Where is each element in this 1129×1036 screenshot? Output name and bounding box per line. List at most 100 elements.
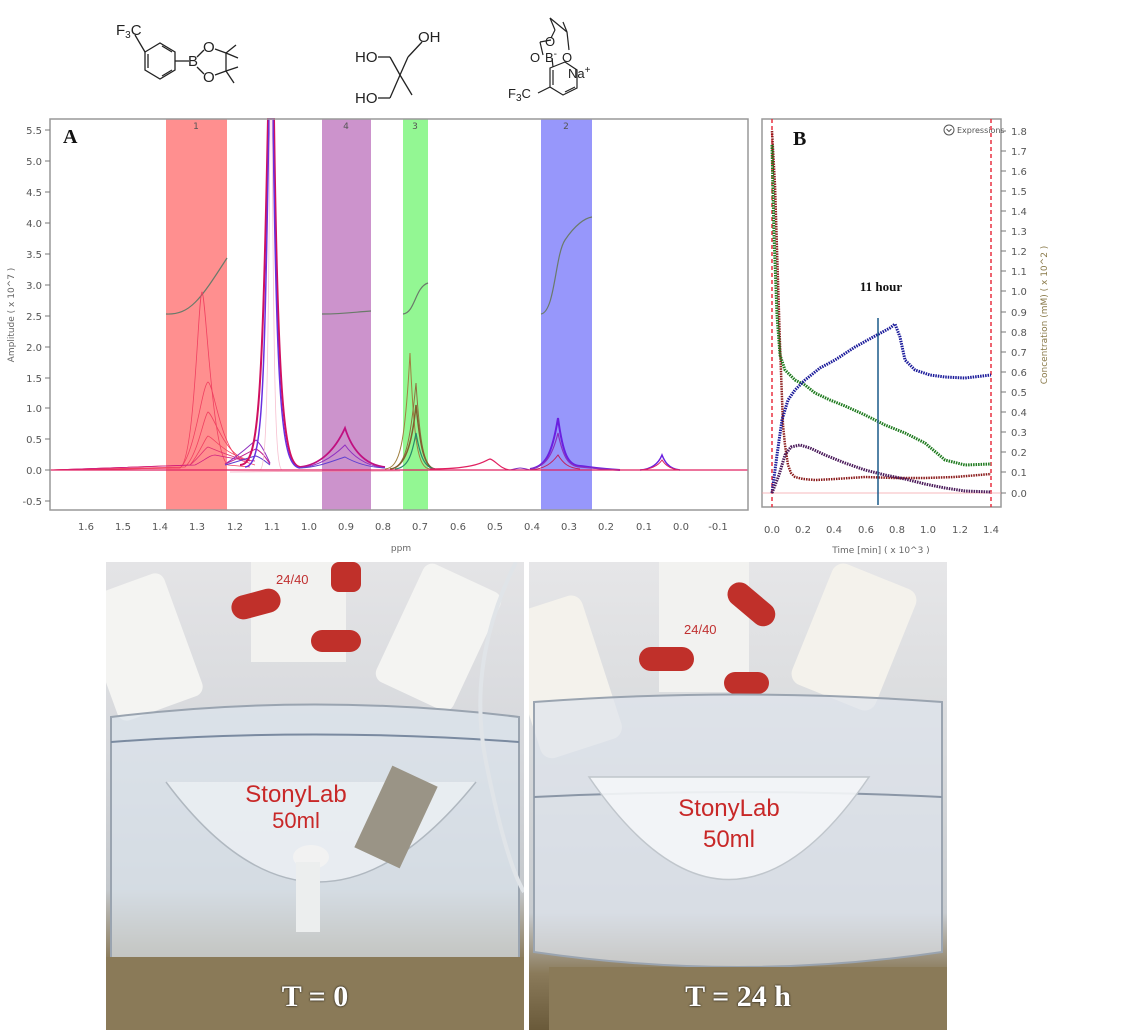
svg-text:0.4: 0.4 xyxy=(524,522,540,533)
svg-text:0.6: 0.6 xyxy=(1011,368,1027,379)
x-axis-title-b: Time [min] ( x 10^3 ) xyxy=(831,546,929,556)
svg-text:1.5: 1.5 xyxy=(1011,187,1027,198)
band-label-2: 2 xyxy=(563,122,569,132)
svg-text:0.9: 0.9 xyxy=(1011,308,1027,319)
svg-text:0.0: 0.0 xyxy=(764,525,780,536)
hydroxyl-label: HO xyxy=(355,90,378,107)
svg-text:0.0: 0.0 xyxy=(26,466,42,477)
svg-text:0.3: 0.3 xyxy=(561,522,577,533)
oxygen-label: O xyxy=(203,69,215,86)
svg-text:1.3: 1.3 xyxy=(1011,227,1027,238)
chevron-down-icon xyxy=(946,128,952,133)
oxygen-label: O xyxy=(530,50,540,65)
expressions-button[interactable]: Expressions xyxy=(943,124,1005,136)
panel-label-a: A xyxy=(63,126,78,148)
x-axis-b: 0.0 0.2 0.4 0.6 0.8 1.0 1.2 1.4 Time [mi… xyxy=(764,525,999,556)
svg-text:0.1: 0.1 xyxy=(1011,468,1027,479)
svg-text:0.4: 0.4 xyxy=(826,525,842,536)
svg-text:1.0: 1.0 xyxy=(26,404,42,415)
svg-text:0.8: 0.8 xyxy=(889,525,905,536)
svg-text:1.2: 1.2 xyxy=(952,525,968,536)
y-axis-title-b: Concentration (mM) ( x 10^2 ) xyxy=(1040,246,1050,385)
nmr-spectra xyxy=(49,118,748,473)
svg-text:0.2: 0.2 xyxy=(1011,448,1027,459)
svg-text:1.2: 1.2 xyxy=(227,522,243,533)
band-label-1: 1 xyxy=(193,122,199,132)
svg-text:1.6: 1.6 xyxy=(78,522,94,533)
flask-brand-label: StonyLab xyxy=(678,795,779,822)
svg-text:0.9: 0.9 xyxy=(338,522,354,533)
y-axis-title-a: Amplitude ( x 10^7 ) xyxy=(7,268,17,363)
svg-text:1.0: 1.0 xyxy=(1011,287,1027,298)
svg-text:0.2: 0.2 xyxy=(598,522,614,533)
flask-volume-label: 50ml xyxy=(703,826,755,853)
svg-text:3.0: 3.0 xyxy=(26,281,42,292)
structure-boronic-ester: F3C B O O xyxy=(100,5,260,110)
oxygen-label: O xyxy=(562,50,572,65)
svg-text:0.7: 0.7 xyxy=(1011,348,1027,359)
svg-text:0.0: 0.0 xyxy=(673,522,689,533)
chart-panel-a: 1 4 3 2 xyxy=(0,115,760,560)
svg-text:Expressions: Expressions xyxy=(957,126,1005,135)
svg-text:1.8: 1.8 xyxy=(1011,127,1027,138)
svg-text:0.4: 0.4 xyxy=(1011,408,1027,419)
svg-text:0.8: 0.8 xyxy=(1011,328,1027,339)
svg-text:0.6: 0.6 xyxy=(450,522,466,533)
structure-triolborate: O O B- O Na+ F3C xyxy=(505,10,615,115)
svg-text:1.0: 1.0 xyxy=(301,522,317,533)
svg-text:1.7: 1.7 xyxy=(1011,147,1027,158)
svg-text:0.5: 0.5 xyxy=(1011,388,1027,399)
svg-text:2.5: 2.5 xyxy=(26,312,42,323)
svg-text:3.5: 3.5 xyxy=(26,250,42,261)
hydroxyl-label: OH xyxy=(418,29,441,46)
svg-text:1.1: 1.1 xyxy=(1011,267,1027,278)
cf3-label: F3C xyxy=(508,86,531,104)
svg-text:5.0: 5.0 xyxy=(26,157,42,168)
svg-text:-0.1: -0.1 xyxy=(708,522,728,533)
concentration-series xyxy=(770,130,992,494)
svg-text:1.5: 1.5 xyxy=(26,374,42,385)
svg-text:0.8: 0.8 xyxy=(375,522,391,533)
band-label-3: 3 xyxy=(412,122,418,132)
structure-triol: HO OH HO xyxy=(350,20,470,115)
svg-text:1.4: 1.4 xyxy=(1011,207,1027,218)
cf3-label: F3C xyxy=(116,22,142,41)
photo-caption-t24h: T = 24 h xyxy=(685,980,791,1013)
integration-band-1 xyxy=(166,119,227,510)
oxygen-label: O xyxy=(545,34,555,49)
plot-frame-b xyxy=(761,118,1002,508)
svg-text:0.6: 0.6 xyxy=(858,525,874,536)
integration-band-2 xyxy=(541,119,592,510)
boron-label: B- xyxy=(545,49,557,65)
svg-text:0.5: 0.5 xyxy=(26,435,42,446)
svg-text:1.4: 1.4 xyxy=(152,522,168,533)
svg-text:1.4: 1.4 xyxy=(983,525,999,536)
svg-text:0.2: 0.2 xyxy=(795,525,811,536)
svg-text:5.5: 5.5 xyxy=(26,126,42,137)
svg-text:24/40: 24/40 xyxy=(684,622,717,637)
svg-text:0.7: 0.7 xyxy=(412,522,428,533)
svg-text:1.6: 1.6 xyxy=(1011,167,1027,178)
annotation-11-hour: 11 hour xyxy=(860,279,902,294)
sodium-label: Na+ xyxy=(568,65,591,81)
svg-text:0.5: 0.5 xyxy=(487,522,503,533)
hydroxyl-label: HO xyxy=(355,49,378,66)
svg-text:1.5: 1.5 xyxy=(115,522,131,533)
boron-label: B xyxy=(188,53,198,70)
panel-label-b: B xyxy=(793,128,806,150)
y-axis-b: 1.8 1.7 1.6 1.5 1.4 1.3 1.2 1.1 1.0 0.9 … xyxy=(1001,127,1050,500)
svg-text:1.2: 1.2 xyxy=(1011,247,1027,258)
svg-text:2.0: 2.0 xyxy=(26,343,42,354)
photo-t24h: 24/40 StonyLab 50ml T = 24 h xyxy=(529,562,947,1030)
chart-panel-b: B Expressions 11 hour xyxy=(755,115,1055,560)
svg-text:0.3: 0.3 xyxy=(1011,428,1027,439)
photo-t0: 24/40 StonyLab 50ml T = 0 xyxy=(106,562,524,1030)
svg-text:4.0: 4.0 xyxy=(26,219,42,230)
plot-frame-a xyxy=(49,118,749,511)
integral-curves xyxy=(165,216,593,315)
flask-brand-label: StonyLab xyxy=(245,781,346,808)
x-axis-title-a: ppm xyxy=(391,544,411,554)
flask-volume-label: 50ml xyxy=(272,808,320,833)
svg-text:0.1: 0.1 xyxy=(636,522,652,533)
oxygen-label: O xyxy=(203,39,215,56)
